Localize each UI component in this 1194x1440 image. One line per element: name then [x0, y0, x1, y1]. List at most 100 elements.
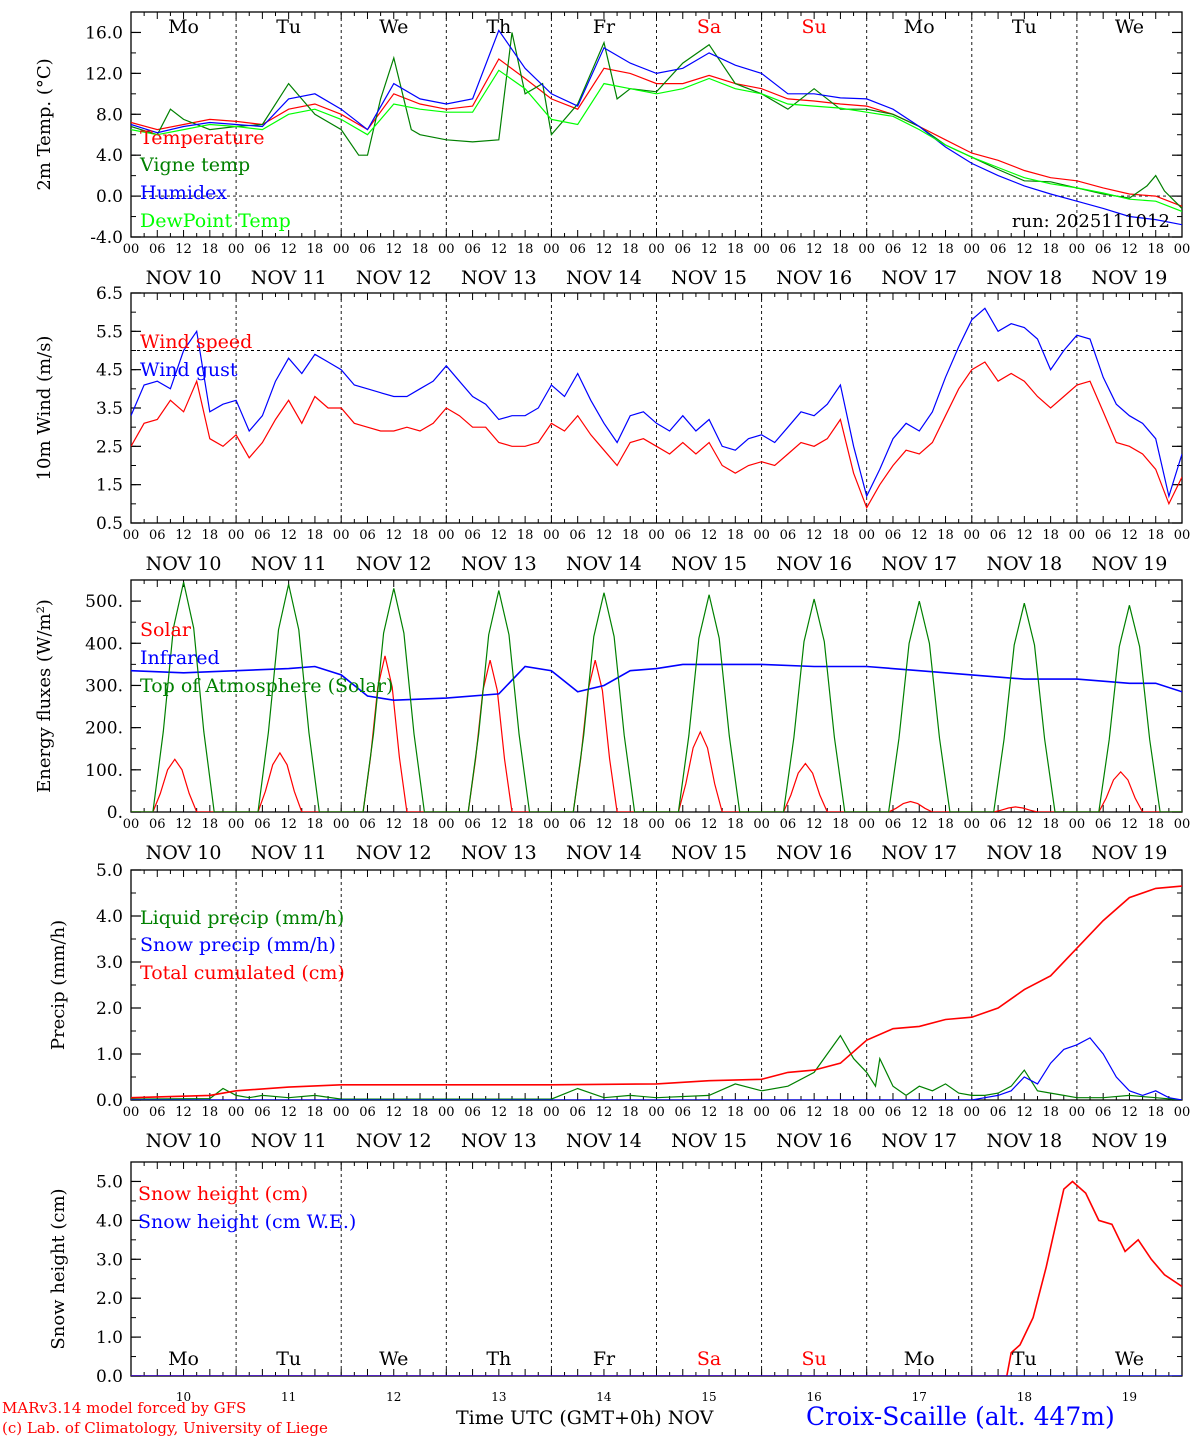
hour-label: 18: [412, 1105, 429, 1120]
hour-label: 18: [1147, 528, 1164, 543]
hour-label: 00: [1174, 528, 1191, 543]
y-tick-label: 5.5: [96, 322, 123, 342]
date-label: NOV 19: [1092, 1130, 1168, 1152]
y-axis-label: 10m Wind (m/s): [34, 336, 55, 481]
hour-label: 00: [123, 1105, 140, 1120]
run-label: run: 2025111012: [1012, 211, 1170, 232]
hour-label: 18: [832, 242, 849, 257]
hour-label: 18: [412, 528, 429, 543]
date-label: NOV 11: [251, 553, 327, 575]
station-name: Croix-Scaille (alt. 447m): [806, 1402, 1115, 1431]
y-tick-label: 16.0: [85, 23, 123, 43]
y-tick-label: 4.0: [96, 146, 123, 166]
y-tick-label: 0.5: [96, 514, 123, 534]
series-line-humidex: [131, 29, 1182, 226]
hour-label: 12: [280, 242, 297, 257]
weekday-label: Mo: [904, 16, 935, 38]
hour-label: 00: [1174, 817, 1191, 832]
hour-label: 18: [517, 817, 534, 832]
hour-label: 06: [254, 242, 271, 257]
date-label: NOV 13: [461, 842, 537, 864]
hour-label: 12: [806, 242, 823, 257]
hour-label: 00: [648, 1105, 665, 1120]
hour-label: 18: [727, 528, 744, 543]
hour-label: 18: [517, 242, 534, 257]
hour-label: 12: [806, 817, 823, 832]
hour-label: 06: [464, 1105, 481, 1120]
day-number-label: 13: [491, 1390, 506, 1404]
hour-label: 06: [885, 528, 902, 543]
y-tick-label: 4.0: [96, 907, 123, 927]
legend-entry: Infrared: [140, 647, 220, 669]
hour-label: 00: [228, 528, 245, 543]
hour-label: 18: [727, 1105, 744, 1120]
weekday-label: Su: [802, 1348, 827, 1370]
hour-label: 06: [359, 242, 376, 257]
hour-label: 18: [412, 817, 429, 832]
hour-label: 12: [911, 1105, 928, 1120]
date-label: NOV 15: [671, 267, 747, 289]
y-tick-label: 100.: [85, 761, 123, 781]
date-label: NOV 14: [566, 1130, 642, 1152]
hour-label: 12: [701, 242, 718, 257]
hour-label: 00: [1174, 242, 1191, 257]
day-number-label: 10: [176, 1390, 191, 1404]
hour-label: 00: [753, 528, 770, 543]
date-label: NOV 14: [566, 842, 642, 864]
hour-label: 00: [1069, 1105, 1086, 1120]
legend-entry: Total cumulated (cm): [140, 962, 345, 984]
date-label: NOV 13: [461, 553, 537, 575]
hour-label: 12: [491, 528, 508, 543]
hour-label: 12: [1016, 1105, 1033, 1120]
y-axis-label: Snow height (cm): [48, 1188, 69, 1349]
legend-entry: Wind speed: [140, 331, 252, 353]
y-tick-label: 6.5: [96, 284, 123, 304]
date-label: NOV 13: [461, 267, 537, 289]
date-label: NOV 10: [146, 267, 222, 289]
hour-label: 12: [491, 1105, 508, 1120]
panel-5: 0.0 1.0 2.0 3.0 4.0 5.0 Snow height (cm) 10 11 12…: [48, 1161, 1183, 1404]
hour-label: 06: [885, 817, 902, 832]
hour-label: 00: [543, 242, 560, 257]
hour-label: 06: [780, 528, 797, 543]
hour-label: 06: [675, 817, 692, 832]
date-label: NOV 12: [356, 842, 432, 864]
date-label: NOV 13: [461, 1130, 537, 1152]
panel-3: 0. 100. 200. 300. 400. 500. Energy fluxes (W/m…: [34, 579, 1191, 864]
hour-label: 18: [412, 242, 429, 257]
day-number-label: 18: [1017, 1390, 1032, 1404]
date-label: NOV 10: [146, 842, 222, 864]
hour-label: 06: [1095, 817, 1112, 832]
hour-label: 00: [858, 817, 875, 832]
time-axis-month: NOV: [667, 1407, 714, 1429]
date-label: NOV 19: [1092, 267, 1168, 289]
hour-label: 00: [228, 1105, 245, 1120]
hour-label: 12: [280, 817, 297, 832]
hour-label: 00: [753, 242, 770, 257]
y-tick-label: 300.: [85, 676, 123, 696]
date-label: NOV 10: [146, 1130, 222, 1152]
y-tick-label: 0.: [107, 803, 123, 823]
y-tick-label: 3.0: [96, 953, 123, 973]
panel-4: 0.0 1.0 2.0 3.0 4.0 5.0 Precip (mm/h) 00 06 12 18 N…: [48, 861, 1190, 1152]
hour-label: 00: [333, 242, 350, 257]
series-line-wind-gust: [131, 307, 1182, 499]
hour-label: 00: [1174, 1105, 1191, 1120]
hour-label: 00: [964, 242, 981, 257]
hour-label: 06: [1095, 528, 1112, 543]
y-tick-label: 3.5: [96, 399, 123, 419]
hour-label: 00: [228, 242, 245, 257]
hour-label: 06: [569, 242, 586, 257]
series-line-total-cumulated-cm-: [131, 885, 1182, 1099]
hour-label: 18: [727, 817, 744, 832]
hour-label: 00: [438, 817, 455, 832]
hour-label: 18: [202, 1105, 219, 1120]
hour-label: 00: [543, 817, 560, 832]
hour-label: 12: [385, 528, 402, 543]
y-tick-label: 1.0: [96, 1328, 123, 1348]
hour-label: 06: [149, 528, 166, 543]
date-label: NOV 18: [986, 553, 1062, 575]
hour-label: 12: [806, 1105, 823, 1120]
date-label: NOV 15: [671, 553, 747, 575]
